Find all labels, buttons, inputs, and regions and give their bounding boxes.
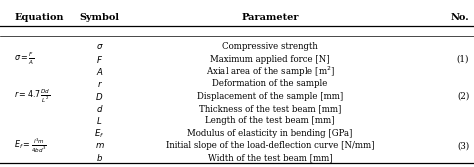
Text: Length of the test beam [mm]: Length of the test beam [mm]: [205, 116, 335, 125]
Text: $E_f = \frac{l^3 m}{4bd^3}$: $E_f = \frac{l^3 m}{4bd^3}$: [14, 136, 47, 155]
Text: No.: No.: [451, 13, 469, 22]
Text: $\sigma$: $\sigma$: [96, 42, 103, 51]
Text: $D$: $D$: [95, 91, 104, 102]
Text: Axial area of the sample [m$^2$]: Axial area of the sample [m$^2$]: [206, 64, 335, 79]
Text: $b$: $b$: [96, 152, 103, 163]
Text: Thickness of the test beam [mm]: Thickness of the test beam [mm]: [199, 104, 341, 113]
Text: $L$: $L$: [96, 115, 103, 126]
Text: Displacement of the sample [mm]: Displacement of the sample [mm]: [197, 92, 343, 101]
Text: Maximum applied force [N]: Maximum applied force [N]: [210, 55, 330, 64]
Text: Deformation of the sample: Deformation of the sample: [212, 79, 328, 88]
Text: Modulus of elasticity in bending [GPa]: Modulus of elasticity in bending [GPa]: [188, 129, 353, 138]
Text: Parameter: Parameter: [241, 13, 299, 22]
Text: (3): (3): [457, 141, 469, 150]
Text: $\sigma = \frac{F}{A}$: $\sigma = \frac{F}{A}$: [14, 51, 35, 67]
Text: $E_f$: $E_f$: [94, 127, 105, 139]
Text: $A$: $A$: [96, 66, 103, 77]
Text: Width of the test beam [mm]: Width of the test beam [mm]: [208, 153, 332, 162]
Text: $F$: $F$: [96, 54, 103, 65]
Text: (2): (2): [457, 92, 469, 101]
Text: $r$: $r$: [97, 79, 102, 89]
Text: $d$: $d$: [96, 103, 103, 114]
Text: Compressive strength: Compressive strength: [222, 42, 318, 51]
Text: Symbol: Symbol: [80, 13, 119, 22]
Text: Initial slope of the load-deflection curve [N/mm]: Initial slope of the load-deflection cur…: [166, 141, 374, 150]
Text: Equation: Equation: [14, 13, 64, 22]
Text: $m$: $m$: [95, 141, 104, 150]
Text: $r = 4.7\,\frac{Dd}{L^2}$: $r = 4.7\,\frac{Dd}{L^2}$: [14, 88, 51, 105]
Text: (1): (1): [457, 55, 469, 64]
